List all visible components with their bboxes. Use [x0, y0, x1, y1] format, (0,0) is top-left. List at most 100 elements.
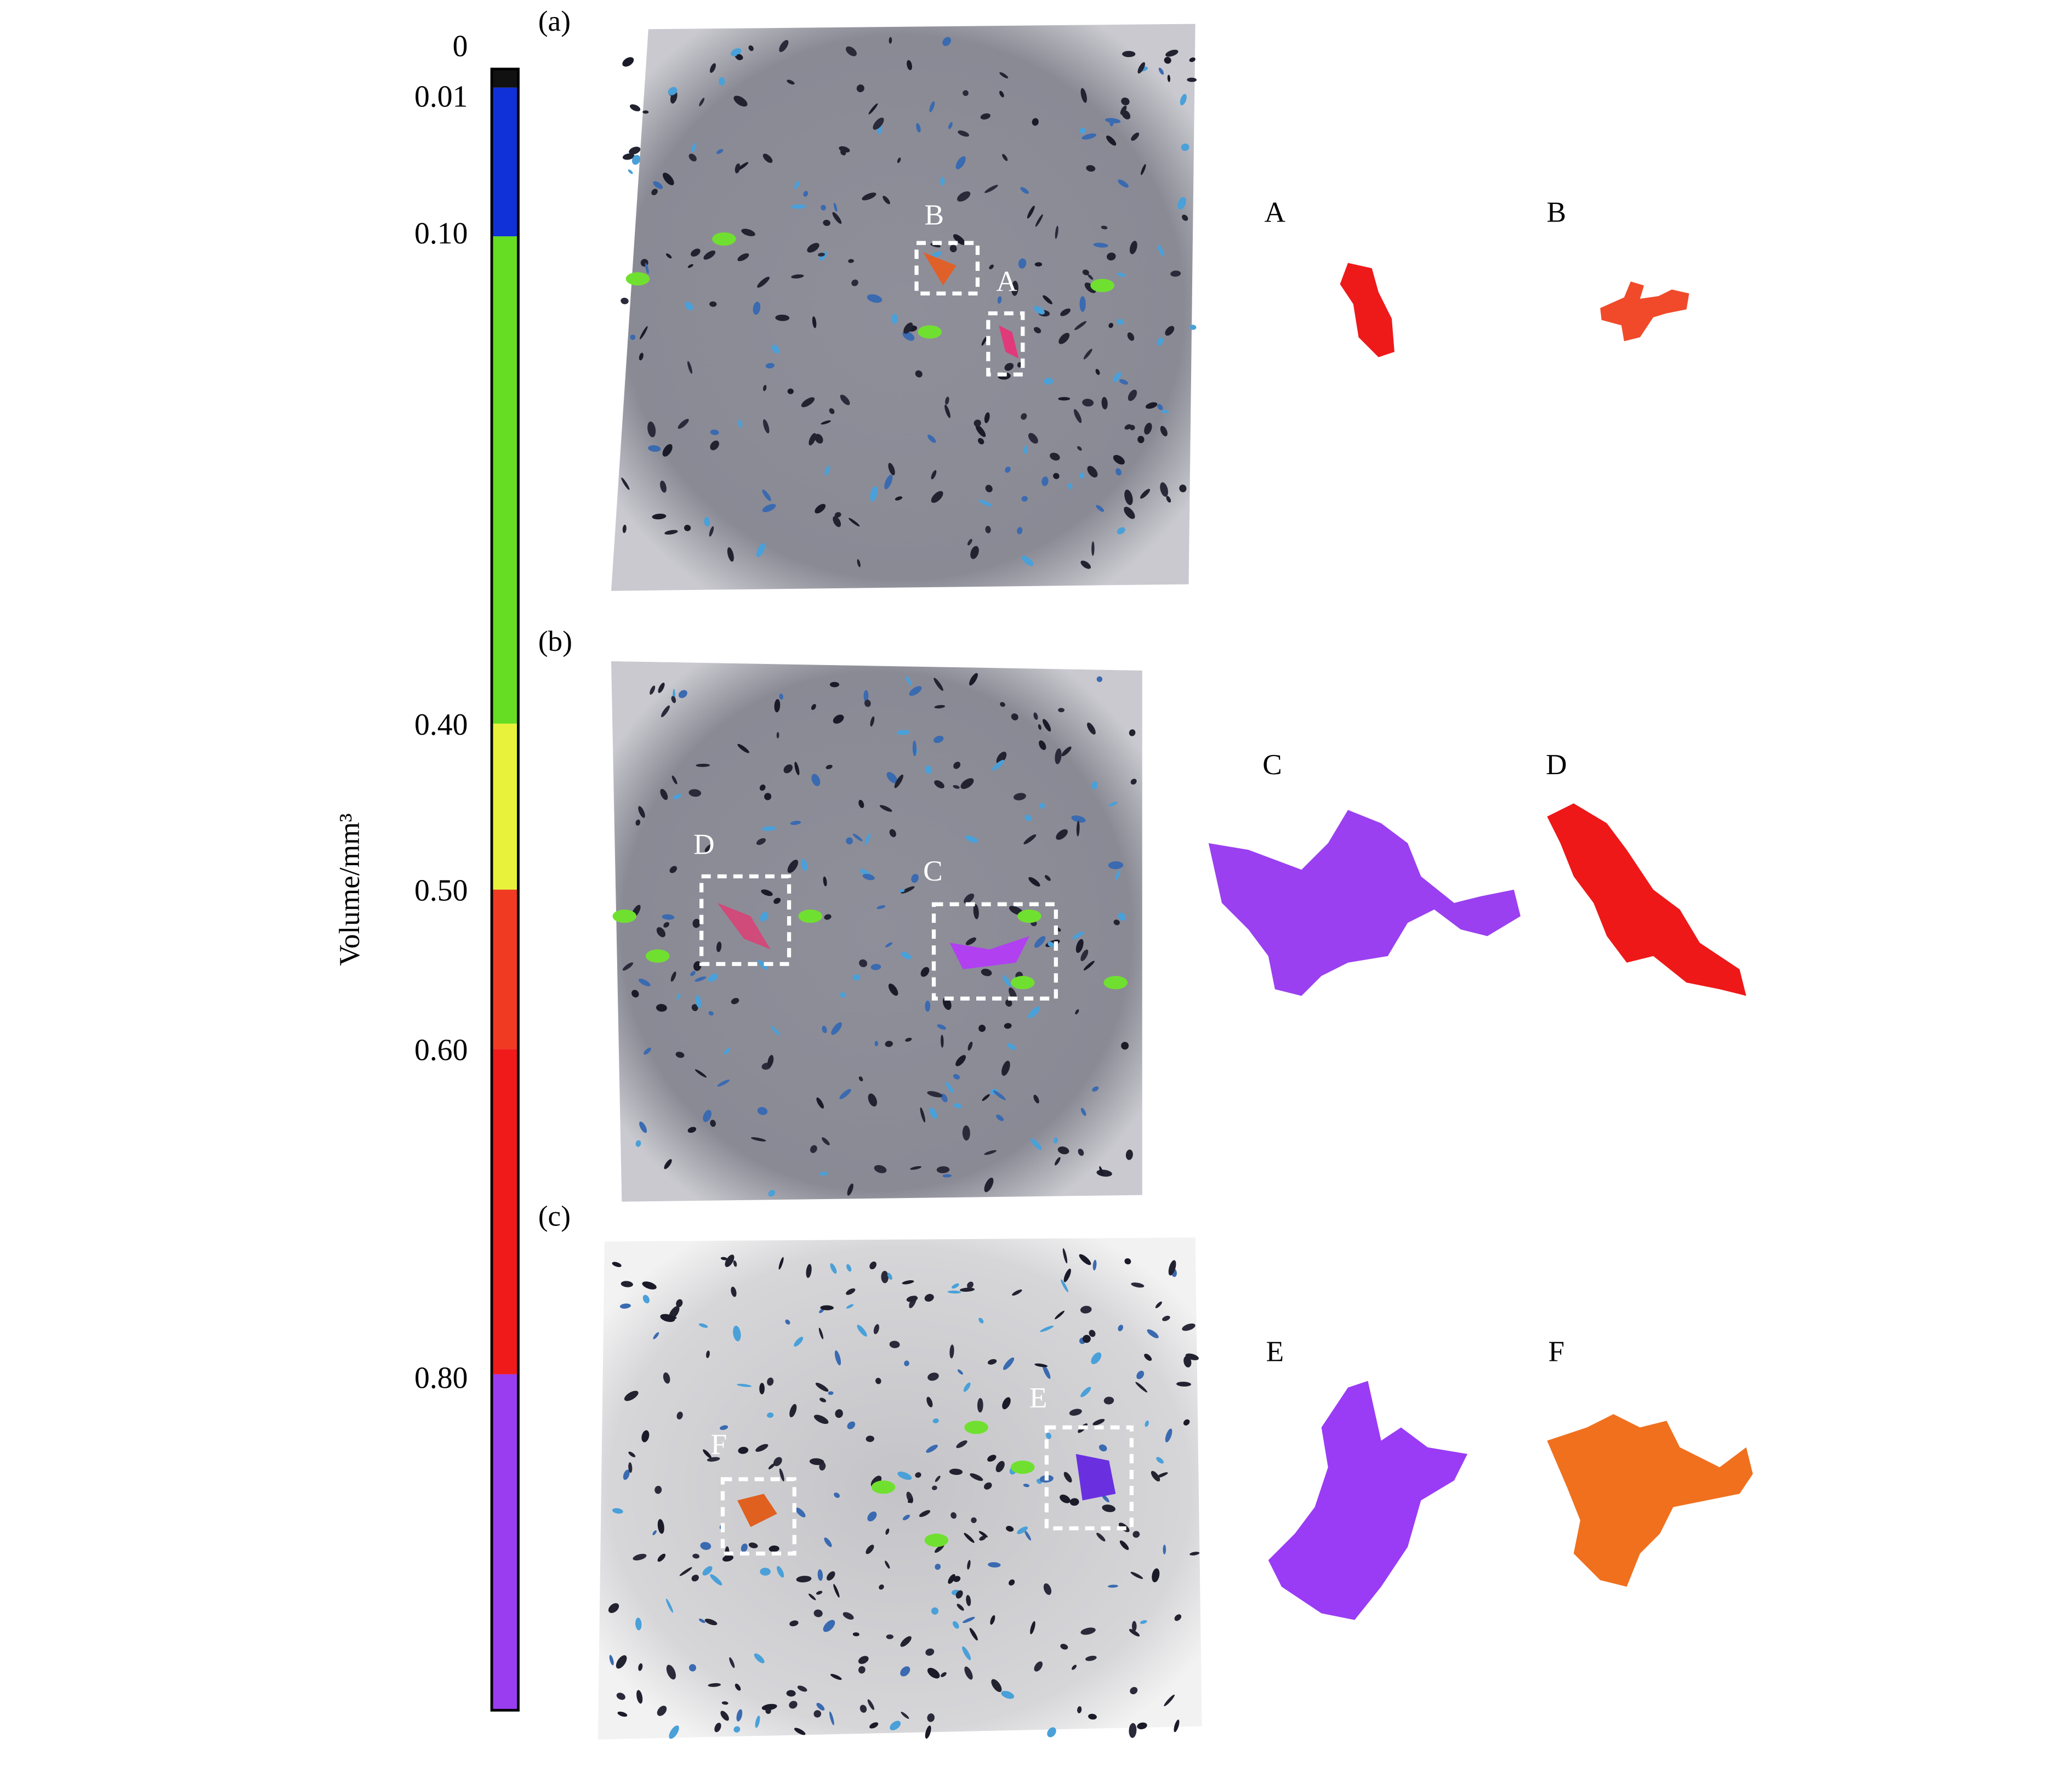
pore [1156, 1472, 1168, 1478]
pore [1099, 1166, 1103, 1176]
pore [1158, 67, 1164, 75]
pore [824, 1537, 832, 1547]
pore [708, 1683, 721, 1687]
pore [1023, 1484, 1030, 1487]
pore [1000, 702, 1005, 707]
pore [738, 1446, 749, 1454]
pore [704, 844, 713, 852]
pore [1167, 75, 1171, 82]
pore [999, 72, 1009, 78]
pore [959, 1287, 975, 1292]
pore [1162, 1315, 1170, 1321]
pore [702, 1566, 713, 1576]
pore [716, 149, 724, 154]
pore [953, 1103, 962, 1109]
pore [736, 54, 743, 60]
pore [911, 873, 919, 883]
pore [1080, 1627, 1096, 1635]
pore [846, 1264, 852, 1272]
pore [1020, 187, 1029, 194]
pore [840, 394, 850, 405]
pore [1080, 88, 1087, 103]
pore [937, 1024, 946, 1030]
pore [735, 163, 741, 174]
pore [927, 1091, 943, 1098]
pore [934, 705, 946, 709]
pore [803, 191, 809, 197]
pore [628, 169, 633, 174]
pore [1137, 62, 1145, 74]
pore [965, 937, 976, 945]
pore [1002, 154, 1008, 161]
pore [741, 1543, 748, 1552]
pore [1145, 1420, 1149, 1427]
pore [703, 1110, 711, 1122]
pore [666, 1665, 676, 1680]
pore [1075, 1453, 1116, 1501]
pore [609, 1655, 614, 1666]
pore [981, 968, 992, 976]
pore [832, 212, 842, 224]
pore [612, 1262, 622, 1267]
pore [856, 84, 864, 93]
pore [964, 1666, 973, 1680]
pore [969, 1628, 978, 1641]
pore [1017, 362, 1022, 368]
pore [657, 1553, 666, 1562]
pore [1091, 541, 1095, 556]
pore [653, 181, 663, 189]
pore [815, 1382, 829, 1392]
pore [638, 806, 645, 818]
pore [1013, 793, 1026, 800]
pore [859, 959, 868, 967]
pore [899, 889, 905, 893]
pore [1080, 949, 1089, 962]
box-label: A [996, 265, 1017, 297]
dashed-box [720, 1477, 796, 1556]
pore [857, 559, 861, 567]
pore [984, 1177, 994, 1193]
pore [1166, 496, 1171, 503]
pore [654, 1485, 662, 1494]
pore [834, 512, 841, 518]
inset-label: C [1262, 748, 1282, 781]
pore [772, 344, 779, 354]
pore [638, 978, 651, 986]
pore [1152, 1568, 1160, 1582]
pore [1038, 724, 1041, 730]
pore-3d [1208, 810, 1521, 996]
pore [658, 683, 665, 693]
pore [665, 253, 672, 259]
pore [810, 1145, 817, 1153]
pore [735, 1683, 741, 1691]
pore [1046, 1432, 1052, 1439]
pore [1181, 143, 1189, 151]
pore [1030, 1138, 1042, 1150]
pore [1044, 378, 1054, 385]
pore [761, 826, 777, 831]
pore [1077, 446, 1082, 451]
pore [1085, 1655, 1097, 1661]
pore [1121, 97, 1130, 105]
pore [738, 419, 743, 428]
pore [812, 316, 817, 328]
pore [616, 1693, 625, 1700]
pore [670, 971, 676, 982]
pore [662, 444, 673, 457]
pore [945, 396, 949, 405]
pore [925, 1000, 931, 1012]
pore [660, 788, 668, 800]
colorbar-tick-label: 0.10 [414, 217, 468, 251]
pore [660, 480, 667, 493]
pore [857, 1325, 867, 1337]
pore [695, 1069, 707, 1078]
pore [1050, 452, 1060, 461]
pore [1092, 1259, 1097, 1271]
pore [1160, 425, 1168, 436]
pore [767, 1055, 774, 1067]
pore [895, 496, 903, 501]
pore [811, 774, 821, 786]
pore [935, 1544, 944, 1553]
pore [940, 177, 945, 186]
pore [795, 1507, 806, 1518]
